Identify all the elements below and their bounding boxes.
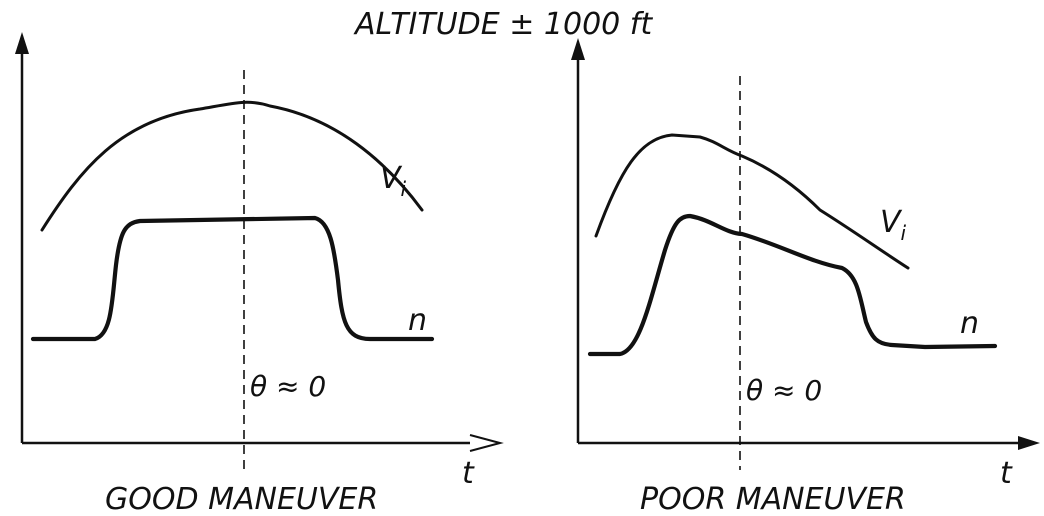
left-x-axis-arrow-icon (469, 434, 504, 452)
right-y-axis-arrow-icon (571, 38, 585, 60)
panel-poor-maneuver: Vi n θ ≈ 0 t POOR MANEUVER (571, 38, 1040, 516)
right-t-label: t (1000, 456, 1013, 491)
right-n-label: n (960, 306, 979, 341)
left-y-axis-arrow-icon (15, 32, 29, 54)
left-n-curve (30, 215, 435, 342)
right-caption: POOR MANEUVER (640, 482, 906, 516)
right-v-label: Vi (880, 205, 907, 245)
left-n-label: n (408, 303, 427, 338)
figure-title: ALTITUDE ± 1000 ft (353, 7, 653, 42)
left-v-curve (40, 100, 424, 232)
left-caption: GOOD MANEUVER (105, 482, 378, 516)
panel-good-maneuver: Vi n θ ≈ 0 t GOOD MANEUVER (15, 32, 504, 516)
left-t-label: t (462, 456, 475, 491)
right-n-curve (587, 213, 998, 357)
right-theta-annotation: θ ≈ 0 (746, 374, 822, 407)
left-theta-annotation: θ ≈ 0 (250, 370, 326, 403)
left-v-label: Vi (380, 161, 407, 201)
right-x-axis-arrow-icon (1018, 436, 1040, 450)
right-v-curve (594, 133, 910, 270)
